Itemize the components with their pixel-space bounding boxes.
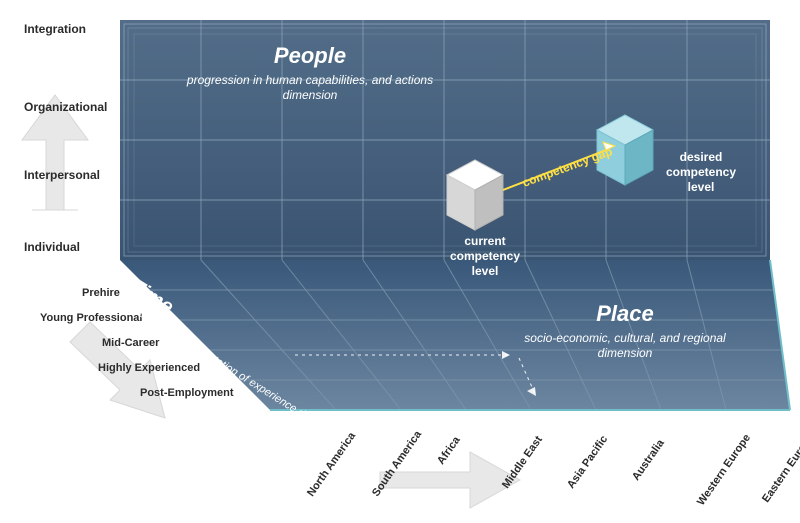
place-title: Place — [510, 300, 740, 329]
people-tick-1: Organizational — [24, 100, 107, 114]
cube-current-label: current competency level — [440, 234, 530, 279]
cube-current — [447, 160, 503, 230]
people-title-block: People progression in human capabilities… — [180, 42, 440, 104]
place-subtitle: socio-economic, cultural, and regional d… — [510, 331, 740, 362]
time-tick-1: Young Professional — [40, 312, 142, 324]
people-title: People — [180, 42, 440, 71]
time-tick-2: Mid-Career — [102, 337, 159, 349]
people-tick-2: Interpersonal — [24, 168, 100, 182]
people-subtitle: progression in human capabilities, and a… — [180, 73, 440, 104]
cube-desired-label: desired competency level — [656, 150, 746, 195]
time-tick-0: Prehire — [82, 287, 120, 299]
people-tick-3: Individual — [24, 240, 80, 254]
place-title-block: Place socio-economic, cultural, and regi… — [510, 300, 740, 362]
diagram-stage: Integration Organizational Interpersonal… — [0, 0, 800, 523]
people-tick-0: Integration — [24, 22, 86, 36]
time-tick-3: Highly Experienced — [98, 362, 200, 374]
time-tick-4: Post-Employment — [140, 387, 234, 399]
